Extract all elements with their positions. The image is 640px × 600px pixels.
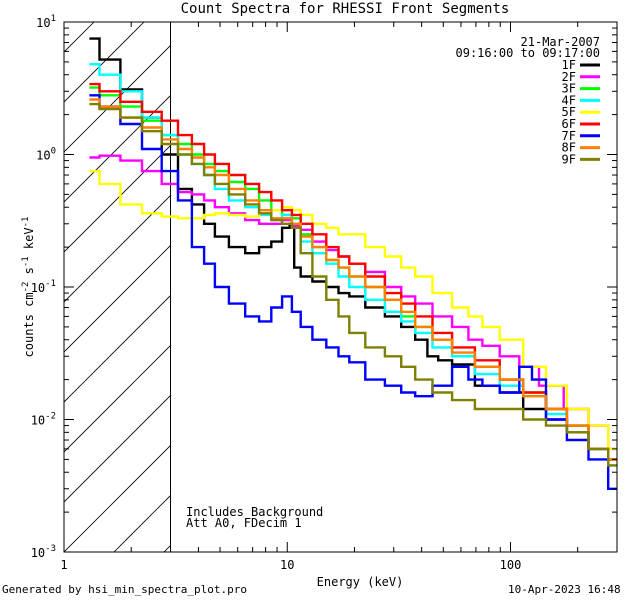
x-axis-label: Energy (keV) xyxy=(316,575,404,589)
y-axis-label: counts cm-2 s-1 keV-1 xyxy=(21,217,36,358)
hatch-line xyxy=(0,0,14,552)
plot-frame xyxy=(63,21,618,553)
hatch-line xyxy=(364,0,640,552)
legend-label-1F: 1F xyxy=(562,58,576,72)
hatch-line xyxy=(64,244,171,353)
series-5F xyxy=(89,169,617,451)
legend-label-6F: 6F xyxy=(562,117,576,131)
chart-date: 21-Mar-2007 xyxy=(520,35,600,49)
legend-label-2F: 2F xyxy=(562,70,576,84)
hatch-line xyxy=(64,94,171,203)
hatch-line xyxy=(64,444,171,552)
hatch-line xyxy=(64,44,171,153)
hatch-line xyxy=(614,0,640,552)
annotation-attenuator: Att A0, FDecim 1 xyxy=(186,516,302,530)
x-tick-label: 1 xyxy=(60,558,67,572)
hatch-lines xyxy=(0,0,640,552)
timestamp-text: 10-Apr-2023 16:48 xyxy=(508,583,621,596)
hatch-line xyxy=(64,344,171,453)
legend-label-7F: 7F xyxy=(562,129,576,143)
chart-title: Count Spectra for RHESSI Front Segments xyxy=(180,1,510,17)
legend-label-8F: 8F xyxy=(562,141,576,155)
legend-label-4F: 4F xyxy=(562,93,576,107)
chart-time-range: 09:16:00 to 09:17:00 xyxy=(455,46,601,60)
hatch-line xyxy=(64,194,171,303)
legend-label-9F: 9F xyxy=(562,152,576,166)
hatch-line xyxy=(64,294,171,403)
excluded-region-hatch xyxy=(0,0,640,552)
hatch-line xyxy=(414,0,640,552)
generated-by-text: Generated by hsi_min_spectra_plot.pro xyxy=(2,583,248,596)
series-2F xyxy=(89,154,617,451)
y-tick-label: 10-2 xyxy=(31,412,56,428)
series-9F xyxy=(89,102,617,467)
series-lines xyxy=(89,37,617,490)
x-tick-label: 100 xyxy=(500,558,522,572)
legend-label-3F: 3F xyxy=(562,82,576,96)
hatch-line xyxy=(64,394,171,503)
hatch-line xyxy=(514,0,640,552)
hatch-line xyxy=(464,0,640,552)
hatch-line xyxy=(64,22,145,103)
series-8F xyxy=(89,98,617,461)
legend-label-5F: 5F xyxy=(562,105,576,119)
y-tick-label: 10-3 xyxy=(31,544,56,560)
x-tick-label: 10 xyxy=(280,558,294,572)
y-tick-label: 100 xyxy=(36,147,56,163)
annotation-background: Includes Background xyxy=(186,505,324,519)
plot-border xyxy=(63,21,618,553)
